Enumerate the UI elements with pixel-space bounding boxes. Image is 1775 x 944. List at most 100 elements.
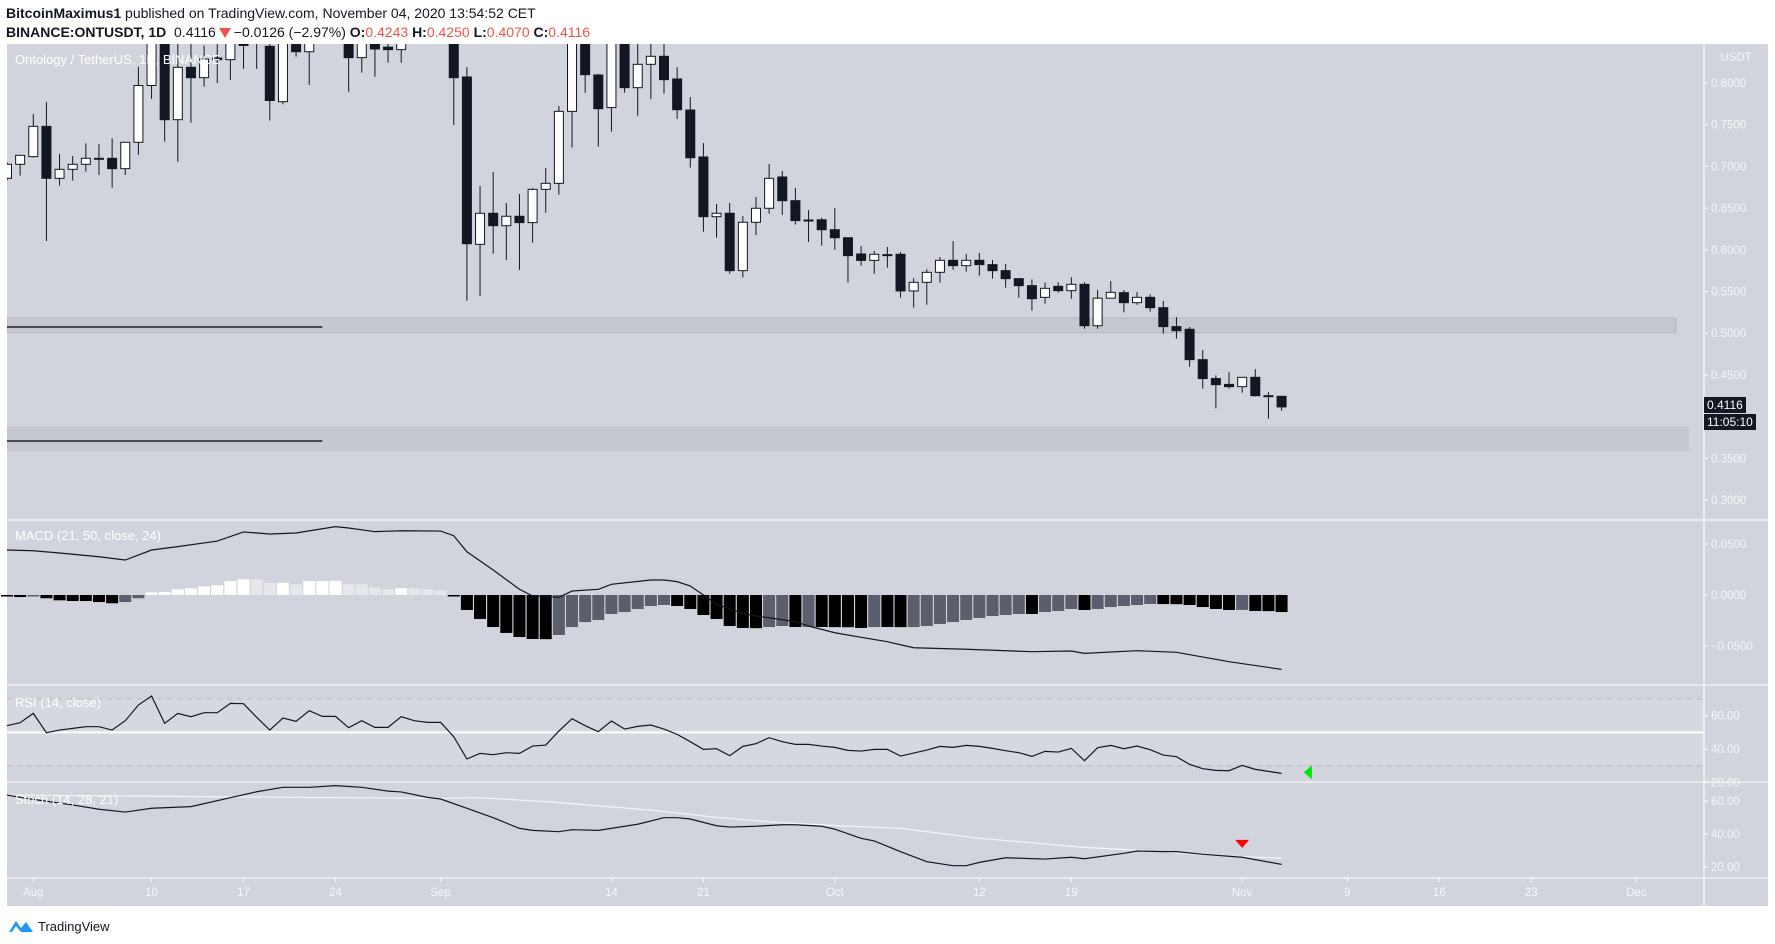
time-axis-label: 16 bbox=[1433, 887, 1446, 899]
candle bbox=[1197, 350, 1208, 389]
candle-body bbox=[619, 44, 630, 89]
candle-body bbox=[1250, 376, 1261, 397]
macd-histogram-bar bbox=[342, 584, 355, 595]
candle bbox=[685, 97, 696, 168]
macd-histogram-bar bbox=[329, 580, 342, 595]
candle-body bbox=[264, 45, 275, 102]
candle bbox=[882, 246, 893, 268]
price-axis-label: 0.5500 bbox=[1711, 287, 1746, 299]
candle bbox=[961, 253, 972, 272]
candle bbox=[291, 44, 302, 57]
candle-body bbox=[488, 212, 499, 227]
macd-histogram-bar bbox=[579, 595, 592, 623]
candle-body bbox=[54, 168, 65, 179]
candle-body bbox=[1224, 383, 1235, 388]
stoch-k-line bbox=[6, 785, 1282, 867]
candle bbox=[80, 143, 91, 172]
candle bbox=[856, 245, 867, 266]
candle bbox=[15, 154, 26, 176]
candle-body bbox=[514, 215, 525, 224]
rsi-axis-label: 60.00 bbox=[1711, 711, 1740, 723]
candle-body bbox=[1158, 307, 1169, 328]
time-axis-label: 19 bbox=[1065, 887, 1078, 899]
macd-histogram-bar bbox=[237, 579, 250, 595]
macd-histogram-bar bbox=[184, 588, 197, 595]
macd-histogram-bar bbox=[368, 587, 381, 595]
bar-countdown-tag: 11:05:10 bbox=[1704, 414, 1756, 430]
macd-histogram-bar bbox=[566, 595, 579, 628]
candle-body bbox=[540, 182, 551, 190]
candle bbox=[436, 0, 445, 29]
candle bbox=[1118, 289, 1129, 313]
candle bbox=[461, 67, 472, 301]
macd-histogram-bar bbox=[828, 595, 841, 628]
candle bbox=[199, 45, 210, 87]
candle-body bbox=[856, 253, 867, 261]
open-value: 0.4243 bbox=[365, 24, 409, 40]
candle-body bbox=[921, 271, 932, 283]
macd-histogram-bar bbox=[1262, 595, 1275, 612]
candle bbox=[41, 102, 52, 242]
high-value: 0.4250 bbox=[426, 24, 470, 40]
macd-histogram-bar bbox=[723, 595, 736, 627]
author-name[interactable]: BitcoinMaximus1 bbox=[6, 5, 122, 21]
candle-body bbox=[698, 156, 709, 218]
close-label: C: bbox=[533, 24, 549, 40]
macd-histogram-bar bbox=[1117, 595, 1130, 607]
candle bbox=[1210, 375, 1221, 409]
macd-histogram-bar bbox=[973, 595, 986, 618]
macd-histogram-bar bbox=[487, 595, 500, 628]
candle bbox=[28, 114, 39, 158]
candle-body bbox=[185, 66, 196, 79]
macd-histogram-bar bbox=[447, 595, 460, 597]
macd-histogram-bar bbox=[382, 589, 395, 595]
candle bbox=[501, 203, 512, 260]
candle-body bbox=[1197, 359, 1208, 380]
candle bbox=[146, 44, 157, 99]
last-price-tag: 0.4116 bbox=[1704, 397, 1746, 413]
macd-histogram-bar bbox=[868, 595, 881, 628]
macd-histogram-bar bbox=[1025, 595, 1038, 614]
macd-legend[interactable]: MACD (21, 50, close, 24) bbox=[15, 528, 161, 543]
tradingview-footer[interactable]: TradingView bbox=[8, 918, 110, 934]
macd-histogram-bar bbox=[1275, 595, 1288, 613]
macd-histogram-bar bbox=[500, 595, 513, 633]
candle-body bbox=[882, 254, 893, 257]
candle bbox=[1132, 292, 1143, 305]
candle-body bbox=[764, 177, 775, 209]
candle-body bbox=[107, 157, 118, 170]
candle-body bbox=[1053, 285, 1064, 292]
candle-body bbox=[803, 219, 814, 222]
candle bbox=[318, 25, 327, 42]
macd-histogram-bar bbox=[474, 595, 487, 619]
candle bbox=[659, 44, 669, 94]
rsi-legend[interactable]: RSI (14, close) bbox=[15, 695, 101, 710]
support-zone[interactable] bbox=[7, 317, 1677, 334]
time-axis-label: Sep bbox=[430, 887, 450, 899]
candle bbox=[1066, 277, 1077, 299]
macd-histogram-bar bbox=[671, 595, 684, 607]
chart-legend-main[interactable]: Ontology / TetherUS, 1D, BINANCE bbox=[15, 52, 221, 67]
macd-histogram-bar bbox=[1183, 595, 1196, 605]
candle bbox=[1000, 263, 1011, 288]
candle-body bbox=[1105, 291, 1116, 299]
macd-histogram-bar bbox=[658, 595, 670, 605]
candle bbox=[1237, 376, 1248, 393]
candle bbox=[908, 278, 919, 308]
candle bbox=[934, 256, 945, 283]
candle bbox=[987, 259, 998, 279]
macd-histogram-bar bbox=[710, 595, 723, 619]
support-zone[interactable] bbox=[7, 426, 1689, 452]
macd-histogram-bar bbox=[605, 595, 618, 614]
time-axis-label: 17 bbox=[237, 887, 250, 899]
candle bbox=[1250, 369, 1261, 397]
macd-histogram-bar bbox=[1052, 595, 1065, 612]
candle bbox=[475, 185, 486, 297]
candle bbox=[580, 44, 591, 93]
candle bbox=[1079, 282, 1090, 329]
stoch-legend[interactable]: Stoch (14, 28, 21) bbox=[15, 792, 119, 807]
candle bbox=[1040, 282, 1051, 304]
macd-histogram-bar bbox=[736, 595, 749, 628]
candle bbox=[120, 141, 131, 175]
